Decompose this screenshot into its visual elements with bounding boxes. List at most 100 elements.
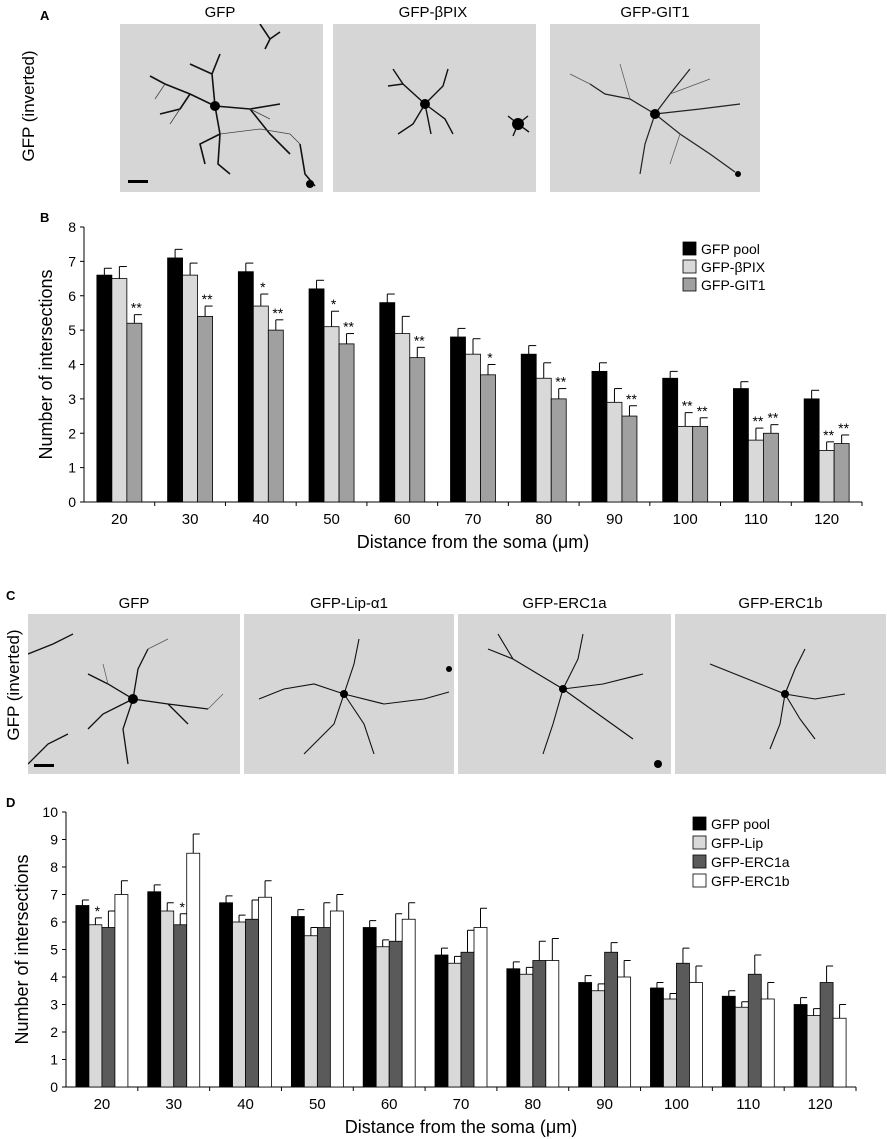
bar-gfp-pix-20 bbox=[111, 278, 128, 503]
x-axis-label: Distance from the soma (μm) bbox=[345, 1117, 577, 1137]
bar-gfp-pix-40 bbox=[252, 305, 269, 503]
y-tick-label: 0 bbox=[50, 1079, 58, 1095]
bar-gfp-pix-80 bbox=[535, 377, 552, 503]
x-tick-label: 90 bbox=[596, 1096, 613, 1113]
bar-gfp-pool-60 bbox=[379, 302, 396, 503]
panel-c-title-gfp: GFP bbox=[118, 595, 150, 612]
x-tick-label: 50 bbox=[323, 511, 340, 528]
x-axis-label: Distance from the soma (μm) bbox=[357, 532, 589, 552]
x-tick-label: 40 bbox=[252, 511, 269, 528]
bar-gfp-git1-50 bbox=[338, 343, 355, 503]
bar-gfp-erc1a-70 bbox=[460, 951, 475, 1088]
legend-label: GFP-GIT1 bbox=[701, 277, 766, 293]
bar-gfp-lip-90 bbox=[591, 990, 606, 1088]
bar-gfp-lip-80 bbox=[519, 973, 534, 1088]
bar-gfp-lip-50 bbox=[303, 935, 318, 1088]
bar-gfp-lip-100 bbox=[663, 998, 677, 1088]
x-tick-label: 120 bbox=[814, 511, 839, 528]
significance-mark: * bbox=[331, 296, 337, 312]
x-tick-label: 20 bbox=[94, 1096, 111, 1113]
panel-a-letter: A bbox=[40, 8, 50, 23]
bar-gfp-git1-20 bbox=[126, 322, 143, 503]
micrograph-a-git1 bbox=[550, 24, 760, 192]
bar-gfp-pix-120 bbox=[818, 450, 835, 503]
x-tick-label: 30 bbox=[182, 511, 199, 528]
y-tick-label: 5 bbox=[50, 942, 58, 958]
bar-gfp-pool-40 bbox=[219, 902, 233, 1088]
bar-gfp-erc1a-110 bbox=[747, 973, 762, 1088]
bar-gfp-git1-90 bbox=[621, 415, 638, 503]
bar-gfp-erc1a-40 bbox=[245, 918, 259, 1088]
bar-gfp-pix-90 bbox=[606, 401, 623, 503]
micrograph-c-erc1b bbox=[675, 614, 886, 774]
bar-gfp-pool-70 bbox=[450, 336, 466, 503]
bar-gfp-git1-100 bbox=[692, 425, 709, 503]
micrograph-c-lip bbox=[244, 614, 454, 774]
bar-gfp-pix-30 bbox=[182, 274, 198, 503]
bar-gfp-erc1a-60 bbox=[388, 940, 403, 1088]
y-tick-label: 3 bbox=[50, 997, 58, 1013]
panel-c-title-lip: GFP-Lip-α1 bbox=[310, 595, 388, 612]
bar-gfp-pool-110 bbox=[721, 995, 736, 1088]
y-tick-label: 4 bbox=[50, 969, 58, 985]
y-tick-label: 6 bbox=[68, 288, 76, 304]
bar-gfp-pool-110 bbox=[733, 388, 749, 503]
significance-mark: ** bbox=[555, 374, 566, 390]
bar-gfp-pool-20 bbox=[96, 274, 113, 503]
y-axis-label: Number of intersections bbox=[12, 854, 32, 1044]
significance-mark: * bbox=[260, 279, 266, 295]
bar-gfp-erc1b-40 bbox=[258, 896, 272, 1088]
bar-gfp-erc1a-20 bbox=[101, 927, 116, 1088]
legend-swatch bbox=[692, 816, 707, 831]
bar-gfp-pix-100 bbox=[677, 425, 694, 503]
bar-gfp-pool-80 bbox=[506, 968, 521, 1088]
y-tick-label: 5 bbox=[68, 322, 76, 338]
y-tick-label: 8 bbox=[50, 859, 58, 875]
bar-gfp-lip-30 bbox=[160, 910, 175, 1088]
bar-gfp-git1-110 bbox=[763, 432, 779, 503]
bar-gfp-lip-110 bbox=[734, 1006, 749, 1088]
bar-gfp-pool-60 bbox=[362, 927, 377, 1088]
bar-gfp-pool-50 bbox=[290, 916, 305, 1088]
significance-mark: ** bbox=[272, 305, 283, 321]
y-tick-label: 6 bbox=[50, 914, 58, 930]
legend-label: GFP-ERC1a bbox=[711, 854, 790, 870]
bar-gfp-pool-90 bbox=[591, 370, 608, 503]
y-tick-label: 3 bbox=[68, 391, 76, 407]
bar-gfp-lip-60 bbox=[375, 946, 390, 1088]
significance-mark: * bbox=[487, 350, 493, 366]
y-tick-label: 1 bbox=[50, 1052, 58, 1068]
bar-gfp-lip-120 bbox=[806, 1015, 821, 1088]
significance-mark: ** bbox=[202, 291, 213, 307]
legend-swatch bbox=[682, 259, 697, 274]
bar-gfp-erc1b-80 bbox=[545, 960, 560, 1088]
bar-gfp-erc1a-50 bbox=[316, 927, 331, 1088]
bar-gfp-pix-50 bbox=[323, 326, 340, 503]
bar-gfp-erc1b-90 bbox=[617, 976, 632, 1088]
x-tick-label: 120 bbox=[808, 1096, 833, 1113]
x-tick-label: 110 bbox=[744, 511, 768, 528]
legend-swatch bbox=[682, 241, 697, 256]
bar-gfp-pool-100 bbox=[662, 377, 679, 503]
y-tick-label: 9 bbox=[50, 832, 58, 848]
bar-gfp-pool-70 bbox=[434, 954, 449, 1088]
legend-label: GFP pool bbox=[711, 816, 770, 832]
bar-gfp-lip-70 bbox=[447, 962, 462, 1088]
bar-gfp-pool-30 bbox=[167, 257, 183, 503]
bar-gfp-lip-20 bbox=[88, 924, 103, 1088]
x-tick-label: 40 bbox=[237, 1096, 254, 1113]
x-tick-label: 70 bbox=[465, 511, 482, 528]
panel-c-title-erc1a: GFP-ERC1a bbox=[522, 595, 607, 612]
bar-gfp-pool-50 bbox=[308, 288, 325, 503]
legend-label: GFP pool bbox=[701, 241, 760, 257]
bar-gfp-erc1b-100 bbox=[689, 982, 703, 1088]
panel-a-title-gfp: GFP bbox=[204, 4, 236, 21]
panel-a-title-git1: GFP-GIT1 bbox=[620, 4, 690, 21]
panel-b-letter: B bbox=[40, 210, 49, 225]
significance-mark: ** bbox=[682, 398, 693, 414]
y-tick-label: 4 bbox=[68, 357, 76, 373]
y-tick-label: 8 bbox=[68, 219, 76, 235]
y-tick-label: 2 bbox=[50, 1024, 58, 1040]
bar-gfp-git1-60 bbox=[409, 357, 426, 503]
bar-gfp-git1-80 bbox=[550, 398, 567, 503]
